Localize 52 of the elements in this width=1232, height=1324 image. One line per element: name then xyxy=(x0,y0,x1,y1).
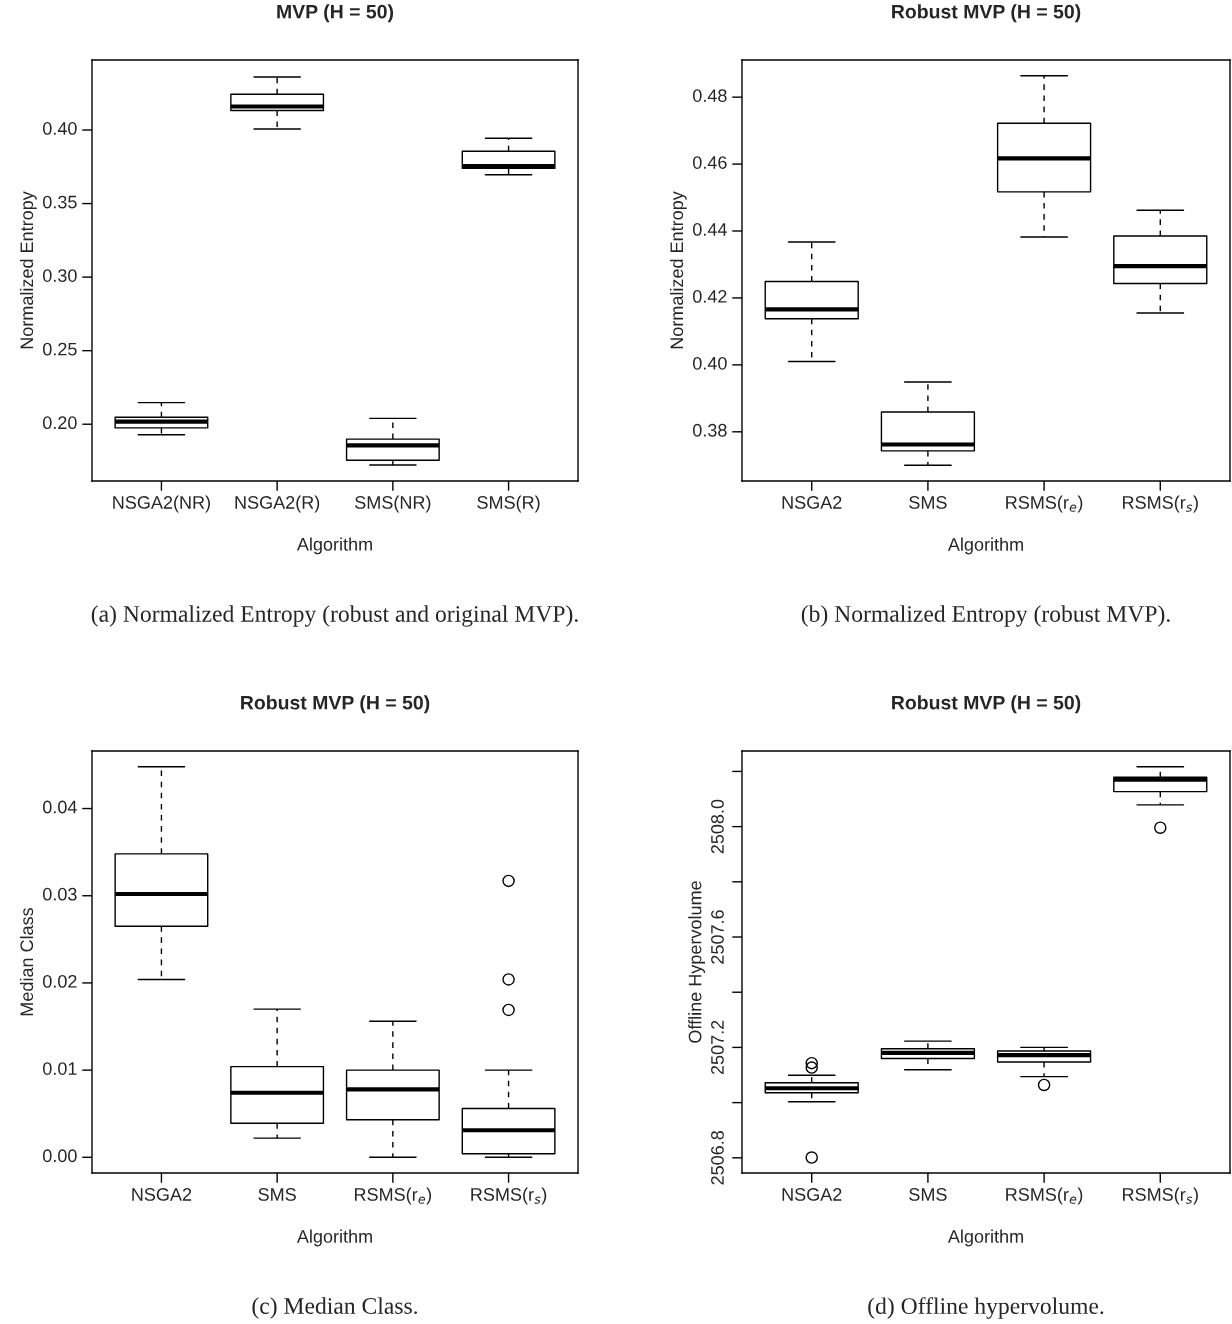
chart-title: Robust MVP (H = 50) xyxy=(892,4,1081,23)
y-tick-label: 2508.0 xyxy=(711,799,724,854)
x-tick-label: RSMS(r$_{s}$) xyxy=(1123,495,1198,513)
text: (c) Median Class. xyxy=(252,1297,418,1319)
y-tick-label: 2507.2 xyxy=(711,1020,724,1075)
x-tick-label: RSMS(r$_{e}$) xyxy=(354,1187,432,1205)
y-tick-label: 0.00 xyxy=(42,1149,77,1163)
y-tick-label: 0.40 xyxy=(692,356,727,370)
x-tick-label: SMS xyxy=(258,1188,296,1201)
y-tick-label: 0.44 xyxy=(692,223,727,236)
x-tick-label: NSGA2 xyxy=(782,1188,842,1201)
x-tick-label: NSGA2(NR) xyxy=(113,495,210,513)
y-tick-label: 0.03 xyxy=(42,887,77,901)
y-tick-label: 0.42 xyxy=(692,290,727,303)
y-tick-label: 0.04 xyxy=(42,800,77,814)
y-tick-label: 0.25 xyxy=(42,342,77,356)
text: (d) Offline hypervolume. xyxy=(868,1297,1104,1319)
x-axis-title: Algorithm xyxy=(296,1229,372,1247)
y-axis-title: Median Class xyxy=(19,907,34,1016)
y-tick-label: 0.48 xyxy=(692,89,727,102)
x-axis-title: Algorithm xyxy=(947,537,1023,555)
y-tick-label: 0.35 xyxy=(42,195,77,209)
x-tick-label: NSGA2 xyxy=(782,496,842,509)
y-tick-label: 0.01 xyxy=(42,1062,77,1075)
text: (a) Normalized Entropy (robust and original MVP). xyxy=(91,605,578,627)
y-tick-label: 0.02 xyxy=(42,974,77,988)
y-tick-label: 2507.6 xyxy=(711,910,724,964)
x-tick-label: RSMS(r$_{e}$) xyxy=(1006,495,1083,513)
y-tick-label: 0.20 xyxy=(42,416,77,430)
x-tick-label: SMS(NR) xyxy=(355,495,431,513)
text: (b) Normalized Entropy (robust MVP). xyxy=(801,605,1170,627)
x-axis-title: Algorithm xyxy=(947,1229,1023,1247)
y-axis-title: Normalized Entropy xyxy=(669,191,687,349)
y-axis-title: Offline Hypervolume xyxy=(688,881,706,1043)
x-tick-label: RSMS(r$_{s}$) xyxy=(1123,1187,1198,1205)
x-tick-label: SMS(R) xyxy=(477,495,540,513)
x-tick-label: SMS xyxy=(909,496,947,509)
x-tick-label: SMS xyxy=(909,1188,947,1201)
y-tick-label: 2506.8 xyxy=(711,1130,724,1185)
y-tick-label: 0.38 xyxy=(692,423,727,437)
x-tick-label: NSGA2 xyxy=(132,1188,192,1201)
y-tick-label: 0.30 xyxy=(42,269,77,282)
y-tick-label: 0.46 xyxy=(692,156,727,169)
chart-title: MVP (H = 50) xyxy=(277,4,394,23)
chart-title: Robust MVP (H = 50) xyxy=(241,695,430,714)
x-tick-label: RSMS(r$_{s}$) xyxy=(471,1187,547,1205)
x-tick-label: NSGA2(R) xyxy=(235,495,320,513)
x-axis-title: Algorithm xyxy=(296,537,372,555)
chart-title: Robust MVP (H = 50) xyxy=(892,695,1081,714)
y-axis-title: Normalized Entropy xyxy=(19,191,37,349)
x-tick-label: RSMS(r$_{e}$) xyxy=(1006,1187,1083,1205)
y-tick-label: 0.40 xyxy=(42,122,77,135)
